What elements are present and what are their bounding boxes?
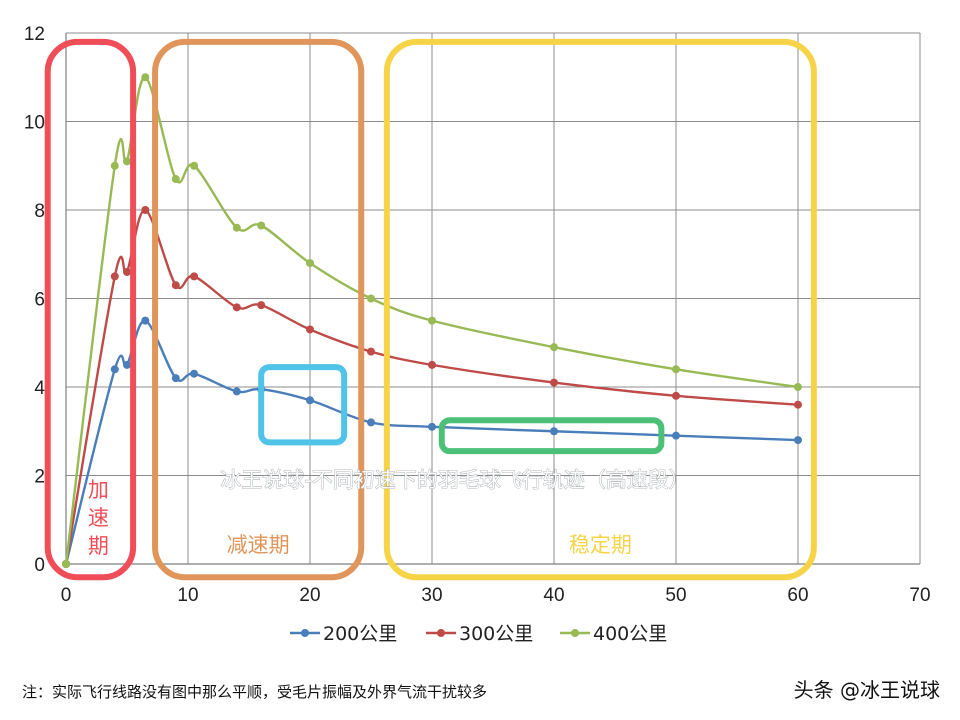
- data-point: [367, 418, 375, 427]
- data-point: [232, 303, 241, 312]
- data-point: [190, 369, 199, 378]
- series-line-2: [64, 208, 799, 565]
- legend-swatch-marker: [437, 629, 445, 637]
- data-point: [141, 73, 150, 82]
- data-point: [141, 206, 150, 214]
- legend-item-2: 300公里: [426, 623, 533, 645]
- legend-item-1: 200公里: [290, 623, 397, 645]
- data-point: [550, 378, 558, 387]
- region-label-text: 减速期: [227, 533, 290, 557]
- x-tick-label: 10: [177, 585, 198, 606]
- highlight-box-2: [438, 417, 665, 455]
- data-point: [232, 223, 241, 232]
- data-point: [794, 400, 802, 409]
- data-point: [428, 316, 436, 325]
- data-point: [794, 383, 802, 391]
- data-point: [367, 347, 375, 356]
- data-point: [794, 436, 802, 445]
- data-point: [171, 374, 180, 383]
- data-point: [110, 365, 119, 374]
- legend-label: 400公里: [593, 623, 667, 645]
- data-point: [428, 422, 436, 431]
- y-tick-label: 8: [34, 201, 45, 222]
- credit-watermark: 头条 @冰王说球: [793, 678, 940, 702]
- x-tick-label: 70: [909, 585, 930, 606]
- data-point: [428, 360, 436, 369]
- data-point: [110, 161, 119, 170]
- data-point: [306, 325, 314, 334]
- grid: [66, 32, 921, 564]
- data-point: [672, 365, 680, 374]
- region-label-char: 速: [88, 506, 109, 530]
- x-tick-label: 40: [543, 585, 564, 606]
- data-point: [257, 221, 266, 230]
- data-point: [257, 301, 266, 310]
- legend-label: 200公里: [323, 623, 397, 645]
- data-point: [190, 161, 199, 170]
- legend-swatch-marker: [301, 629, 309, 637]
- region-label-2: 减速期: [227, 533, 290, 557]
- data-point: [123, 267, 131, 276]
- x-tick-label: 20: [299, 585, 320, 606]
- legend-label: 300公里: [459, 623, 533, 645]
- legend-swatch-marker: [571, 629, 579, 637]
- data-point: [123, 157, 131, 166]
- data-point: [306, 396, 314, 405]
- y-tick-label: 0: [34, 555, 45, 576]
- data-point: [306, 259, 314, 268]
- data-point: [171, 281, 180, 290]
- y-tick-label: 4: [34, 378, 45, 399]
- x-tick-label: 60: [787, 585, 808, 606]
- region-box-2: [152, 38, 365, 581]
- data-point: [550, 427, 558, 436]
- y-tick-label: 6: [34, 290, 45, 311]
- legend: 200公里 300公里 400公里: [290, 623, 667, 645]
- data-point: [190, 272, 199, 281]
- region-label-3: 稳定期: [569, 533, 632, 557]
- data-point: [672, 391, 680, 400]
- y-tick-label: 10: [24, 113, 45, 134]
- data-point: [550, 343, 558, 352]
- region-box-3: [383, 38, 817, 581]
- x-tick-label: 0: [61, 585, 72, 606]
- data-point: [232, 387, 241, 396]
- x-tick-label: 50: [665, 585, 686, 606]
- axes: 0 10 20 30 40 50 60 70 0 2 4 6 8 10 12: [24, 24, 931, 606]
- y-tick-label: 12: [24, 24, 45, 45]
- footnote: 注：实际飞行线路没有图中那么平顺，受毛片振幅及外界气流干扰较多: [22, 683, 488, 701]
- region-label-char: 加: [88, 478, 109, 502]
- y-tick-label: 2: [34, 467, 45, 488]
- x-tick-label: 30: [421, 585, 442, 606]
- region-label-char: 期: [88, 534, 109, 558]
- chart-title: 冰王说球-不同初速下的羽毛球飞行轨迹（高速段）: [220, 468, 690, 492]
- region-boxes: 加速期 减速期 稳定期: [44, 38, 817, 581]
- highlight-box-1: [258, 364, 348, 446]
- data-point: [367, 294, 375, 303]
- region-label-text: 稳定期: [569, 533, 632, 557]
- data-point: [123, 360, 131, 369]
- region-box-1: [44, 38, 137, 581]
- legend-item-3: 400公里: [560, 623, 667, 645]
- data-point: [110, 272, 119, 281]
- data-point: [62, 560, 70, 568]
- data-point: [672, 431, 680, 440]
- data-point: [171, 175, 180, 184]
- data-point: [141, 316, 150, 325]
- region-label-1: 加速期: [88, 478, 109, 558]
- series-lines: [62, 73, 802, 568]
